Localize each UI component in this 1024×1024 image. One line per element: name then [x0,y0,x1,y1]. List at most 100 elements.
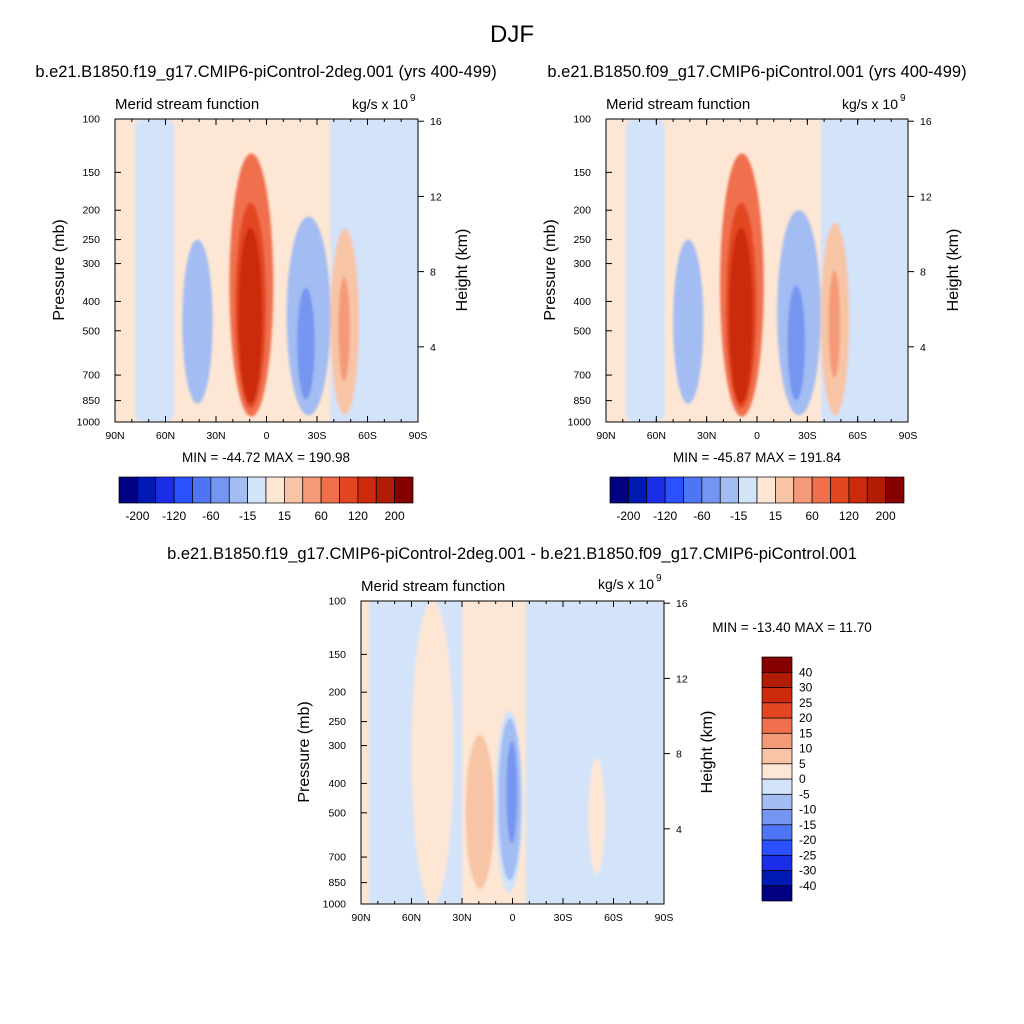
y2-tick-label: 12 [676,673,688,685]
colorbar-label: 15 [769,509,783,523]
colorbar-swatch [394,476,414,504]
colorbar-label: 60 [314,509,328,523]
colorbar-label: -200 [616,509,640,523]
colorbar-label: 5 [799,757,806,771]
colorbar-label: 200 [385,509,405,523]
colorbar-swatch [761,870,793,887]
colorbar-swatch [683,476,703,504]
colorbar-label: 20 [799,711,813,725]
y-tick-label: 500 [573,325,591,337]
x-tick-label: 90S [409,430,428,442]
colorbar-label: 25 [799,696,813,710]
y-tick-label: 700 [82,370,100,382]
min-max-text: MIN = -44.72 MAX = 190.98 [182,450,350,465]
colorbar-swatch [793,476,813,504]
y-axis-label: Pressure (mb) [51,219,68,320]
colorbar-swatch [761,671,793,688]
y-tick-label: 400 [573,296,591,308]
y-tick-label: 100 [82,114,100,126]
y-tick-label: 300 [573,258,591,270]
colorbar-swatch [339,476,359,504]
y2-tick-label: 4 [430,342,436,354]
x-tick-label: 60S [358,430,377,442]
page-title: DJF [490,21,534,48]
y-tick-label: 700 [573,370,591,382]
colorbar-label: -60 [202,509,220,523]
x-tick-label: 0 [510,912,516,924]
x-tick-label: 60N [156,430,175,442]
y-tick-label: 100 [328,596,346,608]
units-exponent: 9 [410,93,416,104]
x-tick-label: 30S [798,430,817,442]
colorbar-label: -30 [799,864,817,878]
colorbar-swatch [811,476,831,504]
contour-field [626,119,908,422]
contour-cell [297,287,315,400]
contour-cell [241,252,259,400]
colorbar-swatch [118,476,138,504]
colorbar-swatch [664,476,684,504]
colorbar-swatch [885,476,905,504]
contour-cell [476,775,490,873]
x-tick-label: 90S [899,430,918,442]
colorbar-swatch [228,476,248,504]
units-exponent: 9 [900,93,906,104]
colorbar-swatch [761,687,793,704]
colorbar-swatch [761,656,793,673]
x-tick-label: 30N [697,430,716,442]
y2-tick-label: 8 [430,267,436,279]
colorbar-swatch [756,476,776,504]
colorbar-swatch [320,476,340,504]
colorbar-label: 30 [799,681,813,695]
x-tick-label: 30S [554,912,573,924]
contour-cell [828,270,841,379]
x-tick-label: 90N [351,912,370,924]
colorbar-swatch [302,476,322,504]
y-tick-label: 150 [328,649,346,661]
y-tick-label: 850 [328,877,346,889]
y2-tick-label: 12 [920,191,932,203]
colorbar-label: -200 [125,509,149,523]
y-axis-label: Pressure (mb) [542,219,559,320]
x-tick-label: 30N [452,912,471,924]
colorbar-label: -5 [799,787,810,801]
colorbar-label: 15 [799,726,813,740]
colorbar-label: 120 [839,509,859,523]
colorbar-swatch [866,476,886,504]
units-text: kg/s x 10 [598,576,654,592]
colorbar-label: -120 [653,509,677,523]
colorbar-swatch [738,476,758,504]
x-tick-label: 60S [848,430,867,442]
contour-cell [420,735,438,904]
y2-tick-label: 16 [920,116,932,128]
y-tick-label: 150 [82,167,100,179]
y-tick-label: 500 [82,325,100,337]
units-exponent: 9 [656,573,662,584]
colorbar-label: -20 [799,833,817,847]
units-text: kg/s x 10 [352,96,408,112]
x-tick-label: 0 [754,430,760,442]
colorbar-label: 15 [278,509,292,523]
y-tick-label: 200 [573,205,591,217]
colorbar-swatch [761,824,793,841]
colorbar-label: -40 [799,879,817,893]
colorbar-swatch [375,476,395,504]
y-tick-label: 1000 [323,899,347,911]
colorbar-swatch [284,476,304,504]
contour-cell [731,252,750,400]
colorbar-swatch [609,476,629,504]
y-tick-label: 150 [573,167,591,179]
x-tick-label: 90N [105,430,124,442]
y2-tick-label: 4 [920,342,926,354]
contour-cell [359,119,385,410]
x-tick-label: 30N [206,430,225,442]
panel-units: kg/s x 10 [352,96,408,112]
y2-tick-label: 8 [676,749,682,761]
colorbar-swatch [719,476,739,504]
colorbar-swatch [173,476,193,504]
units-text: kg/s x 10 [842,96,898,112]
colorbar-swatch [137,476,157,504]
colorbar-label: 40 [799,665,813,679]
y2-tick-label: 4 [676,824,682,836]
